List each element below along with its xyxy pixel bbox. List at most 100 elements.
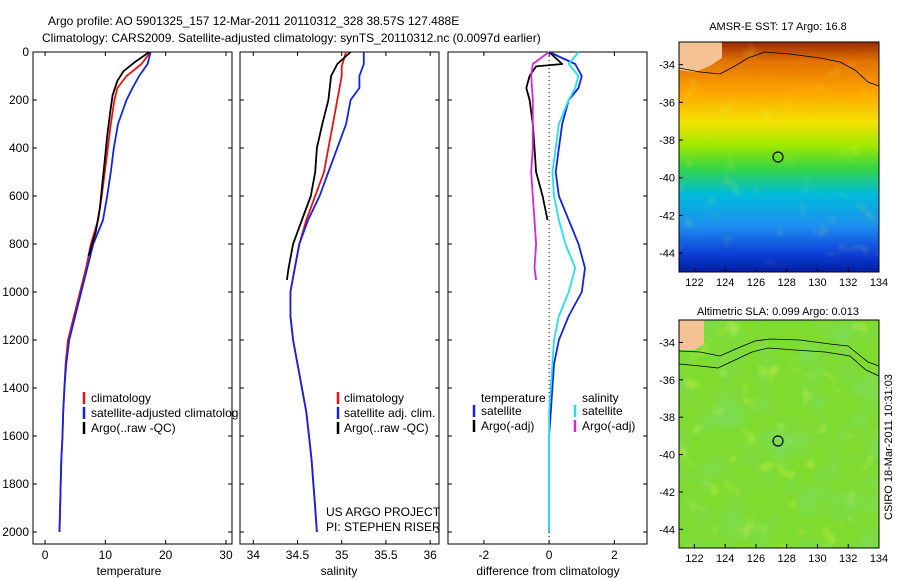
sst-map-frame xyxy=(678,41,880,273)
x-tick-label: 34.5 xyxy=(286,548,310,562)
x-tick-label: 126 xyxy=(747,553,765,565)
sst-map xyxy=(679,42,879,272)
salinity-axes xyxy=(239,51,440,545)
x-tick-label: 10 xyxy=(99,548,113,562)
x-tick-label: 124 xyxy=(716,277,734,289)
y-tick-label: 1200 xyxy=(2,333,29,347)
x-tick-label: 128 xyxy=(778,553,796,565)
temperature-plot: 0 10 20 30 0 200 400 600 800 1000 1200 1400 1600 1800… xyxy=(2,45,233,562)
sst-map-title: AMSR-E SST: 17 Argo: 16.8 xyxy=(709,21,847,33)
difference-axes xyxy=(447,51,648,545)
sst-argo-marker xyxy=(772,151,784,163)
y-tick-label: 1400 xyxy=(2,381,29,395)
legend-label-temp-satellite: satellite xyxy=(481,404,522,418)
temperature-axes xyxy=(32,51,233,545)
y-tick-label: 200 xyxy=(9,93,29,107)
sla-map-axes: 122 124 126 128 130 132 134 -34 -36 -38 -40 -42 -44 xyxy=(659,337,888,565)
y-tick-label: -40 xyxy=(659,450,675,462)
y-tick-label: 1000 xyxy=(2,285,29,299)
legend-label-sal-argo: Argo(-adj) xyxy=(582,419,635,433)
y-tick-label: -44 xyxy=(659,248,675,260)
difference-plot: -2 0 2 xyxy=(448,51,647,562)
legend-label-sal-satellite: satellite xyxy=(582,404,623,418)
salinity-xlabel: salinity xyxy=(321,564,358,578)
series-line xyxy=(548,51,580,532)
y-tick-label: -34 xyxy=(659,60,675,72)
x-tick-label: 30 xyxy=(219,548,233,562)
legend-label-argo: Argo(..raw -QC) xyxy=(344,421,429,435)
x-tick-label: 122 xyxy=(685,553,703,565)
series-line xyxy=(286,51,352,281)
sla-map-frame xyxy=(678,319,880,549)
pi-annotation: PI: STEPHEN RISER xyxy=(326,520,441,534)
x-tick-label: 128 xyxy=(778,277,796,289)
coastline-land xyxy=(679,320,704,350)
x-tick-label: 132 xyxy=(839,553,857,565)
x-tick-label: 134 xyxy=(870,277,888,289)
x-tick-label: 130 xyxy=(808,277,826,289)
difference-legend: temperature salinity satellite Argo(-adj… xyxy=(472,391,635,433)
y-tick-label: -36 xyxy=(659,97,675,109)
series-line xyxy=(289,52,365,533)
legend-title-temperature: temperature xyxy=(481,391,546,405)
y-tick-label: -40 xyxy=(659,173,675,185)
figure-title-line2: Climatology: CARS2009. Satellite-adjuste… xyxy=(42,31,541,45)
legend-label-satellite: satellite adj. clim. xyxy=(344,406,435,420)
sla-map xyxy=(679,320,879,548)
legend-label-climatology: climatology xyxy=(91,391,151,405)
project-annotation: US ARGO PROJECT xyxy=(326,505,441,519)
x-tick-label: 0 xyxy=(546,548,553,562)
y-tick-label: 0 xyxy=(22,45,29,59)
shelf-contour xyxy=(679,338,879,367)
y-tick-label: 800 xyxy=(9,237,29,251)
coastline-land xyxy=(679,42,722,72)
salinity-legend: climatology satellite adj. clim. Argo(..… xyxy=(336,391,435,435)
legend-label-argo: Argo(..raw -QC) xyxy=(91,421,176,435)
x-tick-label: 35 xyxy=(335,548,349,562)
sla-texture-light xyxy=(679,320,879,548)
x-tick-label: 124 xyxy=(716,553,734,565)
shelf-contour xyxy=(679,51,879,87)
sst-map-axes: 122 124 126 128 130 132 134 -34 -36 -38 -40 -42 -44 xyxy=(659,60,888,289)
x-tick-label: 134 xyxy=(870,553,888,565)
y-tick-label: 2000 xyxy=(2,525,29,539)
x-tick-label: 132 xyxy=(839,277,857,289)
y-tick-label: -34 xyxy=(659,337,675,349)
difference-xlabel: difference from climatology xyxy=(476,564,619,578)
y-tick-label: 1800 xyxy=(2,477,29,491)
salinity-plot: 34 34.5 35 35.5 36 xyxy=(240,51,439,562)
x-tick-label: 36 xyxy=(423,548,437,562)
y-tick-label: 600 xyxy=(9,189,29,203)
series-line xyxy=(87,51,150,257)
x-tick-label: 0 xyxy=(42,548,49,562)
y-tick-label: -38 xyxy=(659,412,675,424)
sla-map-title: Altimetric SLA: 0.099 Argo: 0.013 xyxy=(697,306,859,318)
y-tick-label: -44 xyxy=(659,524,675,536)
y-tick-label: 1600 xyxy=(2,429,29,443)
y-tick-label: -42 xyxy=(659,210,675,222)
y-tick-label: -42 xyxy=(659,487,675,499)
legend-title-salinity: salinity xyxy=(582,391,619,405)
sla-argo-marker xyxy=(772,435,784,447)
x-tick-label: 35.5 xyxy=(374,548,398,562)
temperature-xlabel: temperature xyxy=(97,564,162,578)
y-tick-label: -38 xyxy=(659,135,675,147)
temperature-legend: climatology satellite-adjusted climatolo… xyxy=(82,391,238,435)
x-tick-label: 130 xyxy=(808,553,826,565)
series-line xyxy=(548,51,586,532)
legend-label-climatology: climatology xyxy=(344,391,404,405)
x-tick-label: -2 xyxy=(479,548,490,562)
side-timestamp: CSIRO 18-Mar-2011 10:31:03 xyxy=(883,374,895,520)
x-tick-label: 34 xyxy=(247,548,261,562)
legend-label-temp-argo: Argo(-adj) xyxy=(481,419,534,433)
figure-title-line1: Argo profile: AO 5901325_157 12-Mar-2011… xyxy=(48,14,459,28)
series-line xyxy=(530,51,550,281)
legend-label-satellite-adjusted: satellite-adjusted climatolog xyxy=(91,406,238,420)
x-tick-label: 122 xyxy=(685,277,703,289)
x-tick-label: 126 xyxy=(747,277,765,289)
y-tick-label: -36 xyxy=(659,375,675,387)
x-tick-label: 2 xyxy=(611,548,618,562)
y-tick-label: 400 xyxy=(9,141,29,155)
sst-texture xyxy=(679,42,879,272)
